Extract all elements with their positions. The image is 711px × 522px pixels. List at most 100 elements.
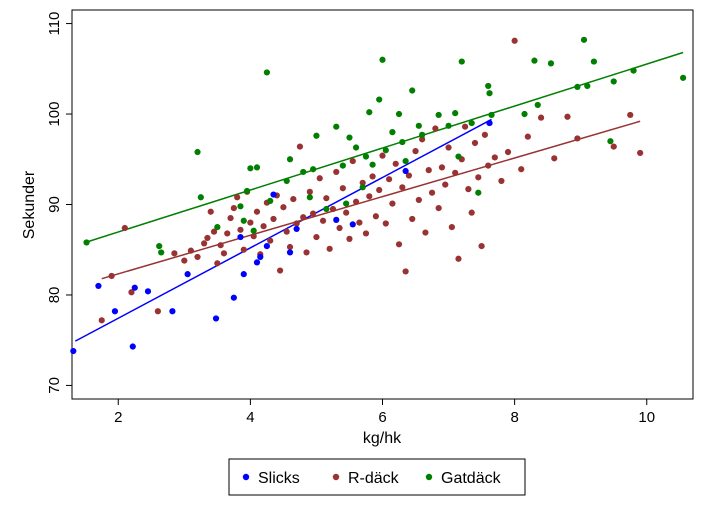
x-tick-label: 2 bbox=[114, 409, 122, 426]
data-point bbox=[346, 235, 353, 242]
data-point bbox=[237, 226, 244, 233]
fit-line bbox=[84, 51, 684, 244]
data-point bbox=[131, 284, 138, 291]
data-point bbox=[240, 217, 247, 224]
data-point bbox=[366, 193, 373, 200]
data-point bbox=[379, 152, 386, 159]
data-point bbox=[247, 165, 254, 172]
data-point bbox=[253, 208, 261, 215]
data-point bbox=[412, 148, 419, 155]
data-point bbox=[343, 209, 350, 216]
data-point bbox=[356, 219, 363, 226]
legend-box bbox=[228, 458, 526, 496]
data-point bbox=[296, 143, 304, 150]
data-point bbox=[485, 82, 492, 90]
data-point bbox=[352, 198, 360, 205]
data-point bbox=[323, 195, 330, 202]
data-point bbox=[438, 164, 446, 171]
data-point bbox=[362, 230, 370, 237]
data-point bbox=[270, 215, 277, 223]
data-point bbox=[531, 57, 538, 64]
data-point bbox=[204, 234, 211, 242]
y-tick-label: 100 bbox=[46, 102, 63, 127]
data-point bbox=[171, 250, 178, 257]
data-point bbox=[217, 242, 224, 249]
data-point bbox=[392, 160, 399, 167]
data-point bbox=[379, 56, 386, 63]
data-point bbox=[293, 220, 300, 227]
legend: Slicks R-däck Gatdäck bbox=[228, 458, 526, 496]
x-tick-label: 4 bbox=[246, 409, 254, 426]
data-point bbox=[316, 175, 323, 182]
data-point bbox=[247, 219, 254, 226]
data-point bbox=[250, 227, 257, 234]
data-point bbox=[306, 188, 313, 195]
fit-line bbox=[101, 120, 641, 280]
legend-label: Gatdäck bbox=[441, 470, 502, 487]
data-point bbox=[349, 221, 356, 228]
data-point bbox=[465, 186, 472, 193]
data-point bbox=[415, 196, 422, 204]
data-point bbox=[452, 169, 459, 176]
data-point bbox=[402, 167, 409, 175]
data-point bbox=[521, 110, 528, 118]
data-point bbox=[395, 241, 403, 248]
data-point bbox=[253, 164, 261, 171]
data-point bbox=[504, 148, 512, 156]
data-point bbox=[475, 174, 482, 181]
data-point bbox=[488, 111, 495, 119]
data-point bbox=[399, 138, 406, 146]
fit-lines bbox=[74, 51, 684, 342]
plot-frame bbox=[71, 9, 694, 400]
data-point bbox=[637, 149, 644, 157]
data-point bbox=[263, 243, 270, 250]
data-points bbox=[70, 36, 687, 355]
data-point bbox=[442, 181, 449, 188]
y-axis: 70 80 90 100 110 bbox=[46, 12, 72, 394]
data-point bbox=[260, 223, 267, 230]
data-point bbox=[306, 194, 313, 201]
data-point bbox=[250, 233, 257, 240]
data-point bbox=[359, 179, 366, 186]
y-tick-label: 70 bbox=[46, 377, 63, 394]
data-point bbox=[455, 255, 462, 262]
fit-line bbox=[74, 118, 492, 342]
data-point bbox=[610, 143, 617, 150]
data-point bbox=[224, 230, 231, 237]
data-point bbox=[336, 224, 343, 232]
data-point bbox=[214, 224, 221, 231]
data-point bbox=[461, 123, 469, 130]
data-point bbox=[210, 228, 218, 235]
data-point bbox=[207, 208, 214, 215]
data-point bbox=[220, 250, 228, 257]
data-point bbox=[257, 253, 264, 261]
data-point bbox=[455, 153, 462, 160]
data-point bbox=[95, 282, 102, 290]
data-point bbox=[349, 157, 356, 165]
data-point bbox=[227, 214, 234, 222]
data-point bbox=[283, 177, 290, 185]
data-point bbox=[580, 36, 588, 43]
data-point bbox=[369, 161, 376, 168]
data-point bbox=[230, 294, 237, 301]
data-point bbox=[419, 136, 426, 143]
data-point bbox=[283, 228, 290, 235]
data-point bbox=[181, 257, 188, 264]
data-point bbox=[422, 229, 429, 236]
data-point bbox=[448, 224, 455, 231]
data-point bbox=[333, 123, 340, 130]
legend-label: Slicks bbox=[258, 470, 300, 487]
data-point bbox=[574, 83, 581, 90]
data-point bbox=[352, 144, 360, 151]
data-point bbox=[310, 166, 317, 173]
data-point bbox=[399, 184, 406, 191]
data-point bbox=[187, 247, 195, 254]
data-point bbox=[329, 205, 337, 213]
y-axis-label: Sekunder bbox=[21, 170, 38, 239]
data-point bbox=[428, 189, 436, 196]
data-point bbox=[435, 111, 442, 119]
data-point bbox=[263, 69, 270, 76]
data-point bbox=[290, 195, 297, 203]
data-point bbox=[156, 243, 163, 250]
data-point bbox=[389, 200, 396, 207]
